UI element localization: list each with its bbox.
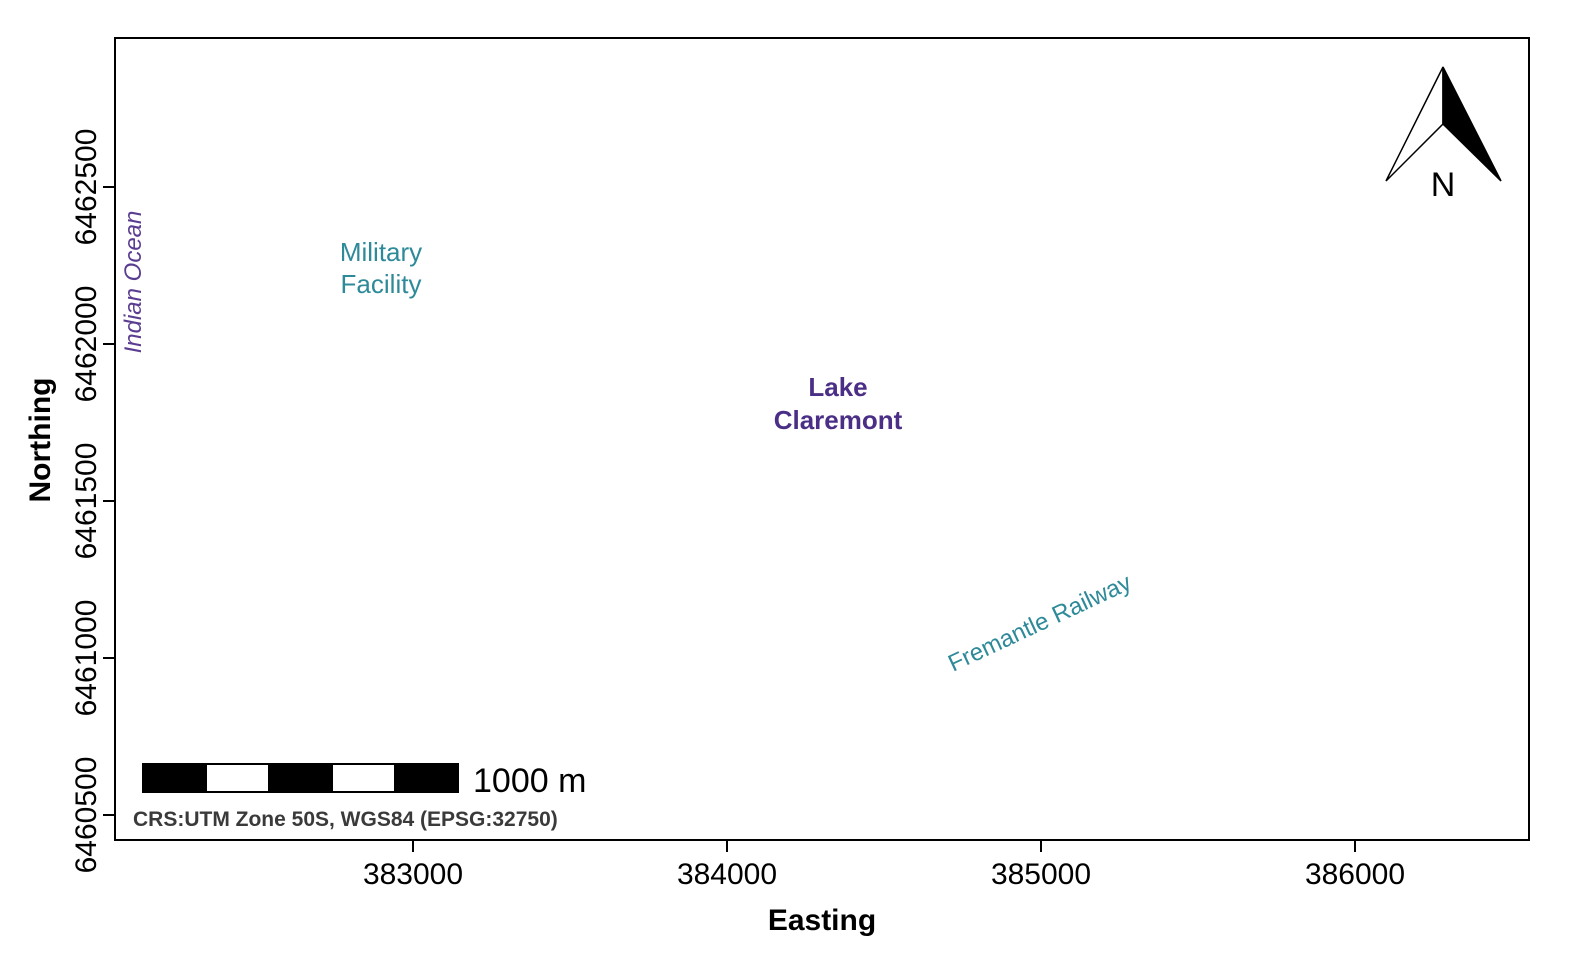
lake-claremont-label-line1: Lake	[808, 372, 867, 402]
fremantle-railway-label: Fremantle Railway	[944, 569, 1136, 677]
north-arrow-label: N	[1431, 166, 1456, 204]
y-tick-label: 6461500	[70, 443, 103, 560]
scale-bar	[142, 763, 459, 793]
y-tick-label: 6462500	[70, 129, 103, 246]
x-tick-label: 383000	[363, 858, 463, 891]
y-axis	[103, 186, 115, 816]
military-facility-label-line1: Military	[340, 237, 422, 267]
indian-ocean-label: Indian Ocean	[120, 211, 147, 354]
y-axis-title: Northing	[24, 378, 57, 503]
x-tick-label: 386000	[1305, 858, 1405, 891]
north-arrow-icon	[1385, 66, 1502, 182]
scale-bar-label: 1000 m	[473, 762, 586, 800]
y-tick-label: 6460500	[70, 757, 103, 874]
x-axis	[412, 840, 1356, 852]
crs-note: CRS:UTM Zone 50S, WGS84 (EPSG:32750)	[133, 808, 558, 831]
map-frame	[114, 37, 1530, 841]
x-tick-label: 384000	[677, 858, 777, 891]
lake-claremont-label-line2: Claremont	[774, 405, 903, 435]
x-axis-title: Easting	[768, 904, 876, 937]
x-tick-label: 385000	[991, 858, 1091, 891]
y-tick-label: 6462000	[70, 286, 103, 403]
military-facility-label-line2: Facility	[341, 269, 422, 299]
y-tick-label: 6461000	[70, 600, 103, 717]
